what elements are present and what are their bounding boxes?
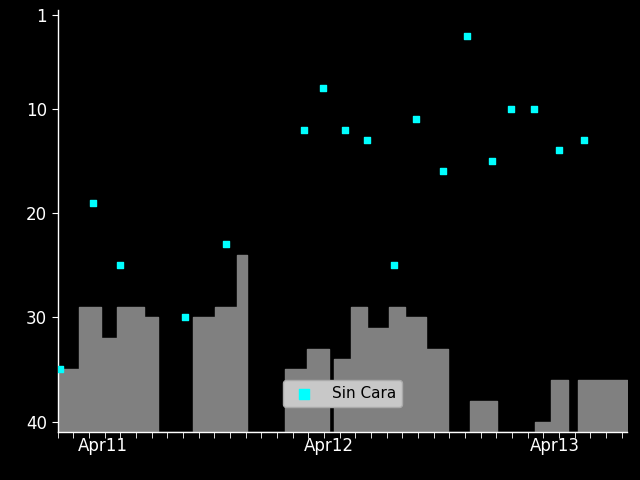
Sin Cara bbox=[88, 199, 98, 206]
Sin Cara bbox=[221, 240, 231, 248]
Sin Cara bbox=[180, 313, 190, 321]
Sin Cara bbox=[486, 157, 497, 165]
Sin Cara bbox=[506, 105, 516, 112]
Sin Cara bbox=[54, 366, 65, 373]
Sin Cara bbox=[410, 115, 420, 123]
Legend: Sin Cara: Sin Cara bbox=[283, 380, 402, 408]
Sin Cara bbox=[362, 136, 372, 144]
Sin Cara bbox=[318, 84, 328, 92]
Sin Cara bbox=[115, 261, 125, 269]
Sin Cara bbox=[438, 168, 448, 175]
Sin Cara bbox=[462, 32, 472, 39]
Sin Cara bbox=[389, 261, 399, 269]
Sin Cara bbox=[340, 126, 350, 133]
Sin Cara bbox=[579, 136, 589, 144]
Sin Cara bbox=[300, 126, 310, 133]
Sin Cara bbox=[554, 146, 564, 154]
Sin Cara bbox=[529, 105, 539, 112]
